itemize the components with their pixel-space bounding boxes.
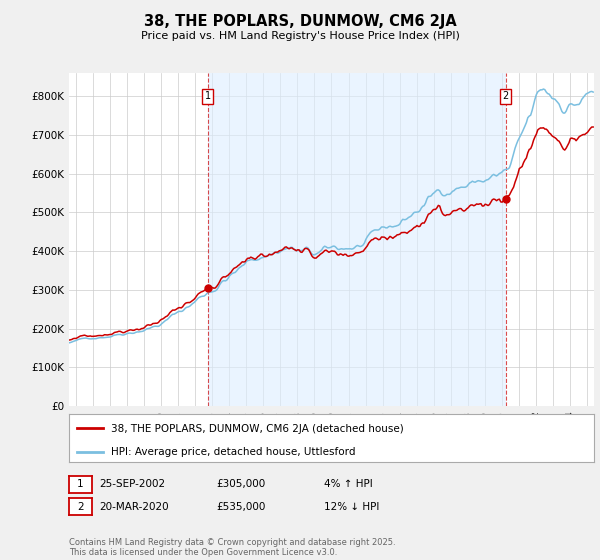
Text: 2: 2 [503,91,509,101]
Text: 25-SEP-2002: 25-SEP-2002 [99,479,165,489]
Text: 38, THE POPLARS, DUNMOW, CM6 2JA (detached house): 38, THE POPLARS, DUNMOW, CM6 2JA (detach… [111,424,404,433]
Bar [208,73,506,406]
Text: HPI: Average price, detached house, Uttlesford: HPI: Average price, detached house, Uttl… [111,447,355,458]
Text: 12% ↓ HPI: 12% ↓ HPI [324,502,379,512]
Text: £305,000: £305,000 [216,479,265,489]
Text: 20-MAR-2020: 20-MAR-2020 [99,502,169,512]
Text: Contains HM Land Registry data © Crown copyright and database right 2025.
This d: Contains HM Land Registry data © Crown c… [69,538,395,557]
Text: Price paid vs. HM Land Registry's House Price Index (HPI): Price paid vs. HM Land Registry's House … [140,31,460,41]
Text: 1: 1 [205,91,211,101]
Text: 1: 1 [77,479,84,489]
Text: 2: 2 [77,502,84,512]
Text: 38, THE POPLARS, DUNMOW, CM6 2JA: 38, THE POPLARS, DUNMOW, CM6 2JA [143,14,457,29]
Text: 4% ↑ HPI: 4% ↑ HPI [324,479,373,489]
Text: £535,000: £535,000 [216,502,265,512]
